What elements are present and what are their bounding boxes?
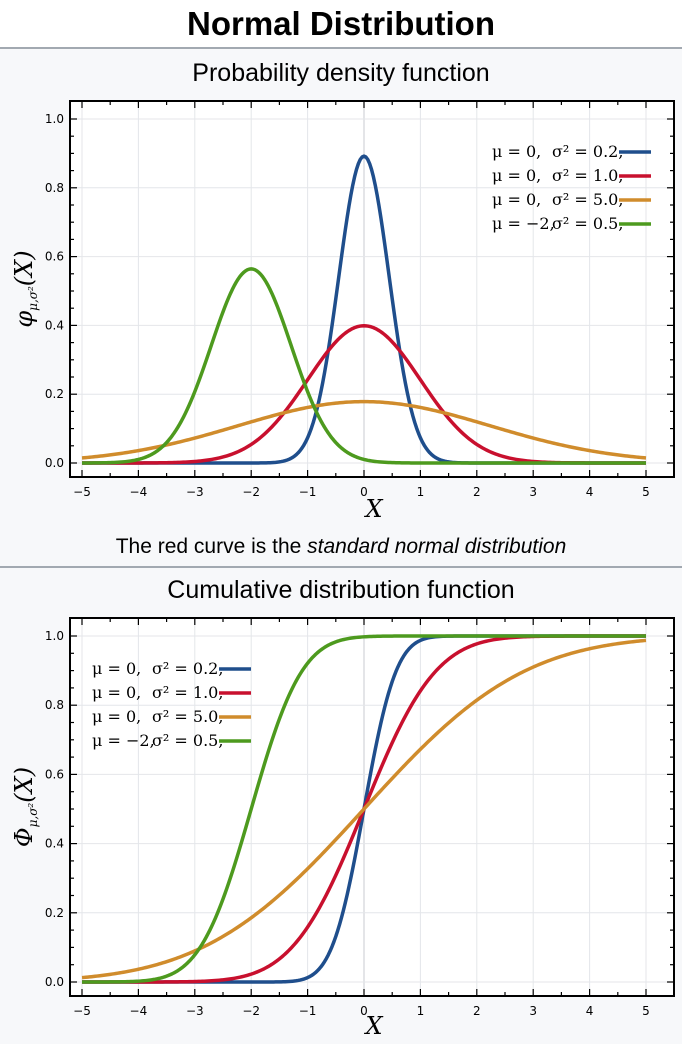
y-tick-label: 0.4 — [45, 837, 64, 851]
cdf-chart: Cumulative distribution function −5 −4 −3 −2… — [10, 576, 675, 1040]
grid — [71, 102, 673, 476]
x-tick-label: −2 — [242, 1004, 260, 1018]
x-tick-label: −3 — [186, 485, 204, 499]
x-tick-label: −1 — [299, 485, 317, 499]
y-tick-label: 0.8 — [45, 181, 64, 195]
legend: μ = 0, σ² = 0.2, μ = 0, σ² = 1.0, μ = 0, σ² =… — [92, 659, 251, 750]
x-tick-label: 4 — [586, 485, 594, 499]
series-line-2 — [81, 399, 647, 460]
y-tick-label: 1.0 — [45, 629, 64, 643]
series-line-3 — [81, 267, 646, 465]
series-group — [81, 634, 647, 984]
x-tick-label: −5 — [73, 485, 91, 499]
legend-variance-label: σ² = 5.0, — [152, 707, 223, 726]
x-tick-label: 5 — [642, 1004, 650, 1018]
y-axis-label: Φμ,σ²(X) — [10, 767, 40, 847]
plot-area — [69, 617, 675, 997]
y-tick-label: 0.6 — [45, 250, 64, 264]
legend: μ = 0, σ² = 0.2, μ = 0, σ² = 1.0, μ = 0, σ² =… — [492, 142, 651, 233]
legend-mu-label: μ = −2, — [492, 214, 555, 233]
x-tick-label: −1 — [299, 1004, 317, 1018]
x-tick-label: −3 — [186, 1004, 204, 1018]
x-tick-label: 0 — [360, 485, 368, 499]
x-tick-label: −4 — [130, 485, 148, 499]
y-tick-label: 0.8 — [45, 698, 64, 712]
x-tick-label: 2 — [473, 1004, 481, 1018]
x-tick-label: −4 — [130, 1004, 148, 1018]
legend-mu-label: μ = 0, — [492, 190, 541, 209]
x-tick-label: 5 — [642, 485, 650, 499]
legend-mu-label: μ = 0, — [92, 683, 141, 702]
legend-variance-label: σ² = 0.2, — [152, 659, 223, 678]
x-axis-label: X — [363, 1012, 383, 1040]
legend-mu-label: μ = 0, — [492, 142, 541, 161]
legend-mu-label: μ = −2, — [92, 731, 155, 750]
x-axis-label: X — [363, 495, 383, 523]
cdf-panel: Cumulative distribution function −5 −4 −3 −2… — [0, 566, 682, 1044]
x-tick-label: 2 — [473, 485, 481, 499]
legend-variance-label: σ² = 1.0, — [552, 166, 623, 185]
plot-area — [69, 100, 675, 478]
x-tick-label: 4 — [586, 1004, 594, 1018]
pdf-panel: Probability density function −5 −4 −3 −2 −1 0 1… — [0, 47, 682, 568]
caption-text: The red curve is the — [116, 535, 307, 558]
series-group — [81, 154, 647, 465]
legend-mu-label: μ = 0, — [92, 707, 141, 726]
series-line-3 — [82, 634, 646, 984]
caption-emphasis: standard normal distribution — [307, 535, 566, 558]
x-tick-label: 0 — [360, 1004, 368, 1018]
y-tick-label: 0.2 — [45, 387, 64, 401]
y-tick-label: 0.6 — [45, 767, 64, 781]
x-tick-label: 1 — [417, 485, 425, 499]
x-tick-label: 1 — [417, 1004, 425, 1018]
x-tick-label: 3 — [529, 1004, 537, 1018]
x-tick-label: −2 — [242, 485, 260, 499]
chart-title: Cumulative distribution function — [167, 576, 514, 604]
chart-caption: The red curve is the standard normal dis… — [116, 535, 567, 558]
legend-variance-label: σ² = 0.2, — [552, 142, 623, 161]
y-tick-label: 0.4 — [45, 318, 64, 332]
chart-title: Probability density function — [192, 59, 489, 87]
pdf-chart: Probability density function −5 −4 −3 −2 −1 0 1… — [10, 59, 675, 558]
legend-mu-label: μ = 0, — [92, 659, 141, 678]
legend-mu-label: μ = 0, — [492, 166, 541, 185]
legend-variance-label: σ² = 5.0, — [552, 190, 623, 209]
legend-variance-label: σ² = 0.5, — [152, 731, 223, 750]
legend-variance-label: σ² = 1.0, — [152, 683, 223, 702]
y-tick-label: 1.0 — [45, 112, 64, 126]
y-tick-label: 0.0 — [45, 975, 64, 989]
y-tick-label: 0.0 — [45, 456, 64, 470]
x-tick-label: −5 — [73, 1004, 91, 1018]
page-title: Normal Distribution — [0, 0, 682, 47]
legend-variance-label: σ² = 0.5, — [552, 214, 623, 233]
series-line-2 — [81, 638, 647, 980]
x-tick-label: 3 — [529, 485, 537, 499]
y-tick-label: 0.2 — [45, 906, 64, 920]
y-axis-label: φμ,σ²(X) — [10, 250, 40, 327]
